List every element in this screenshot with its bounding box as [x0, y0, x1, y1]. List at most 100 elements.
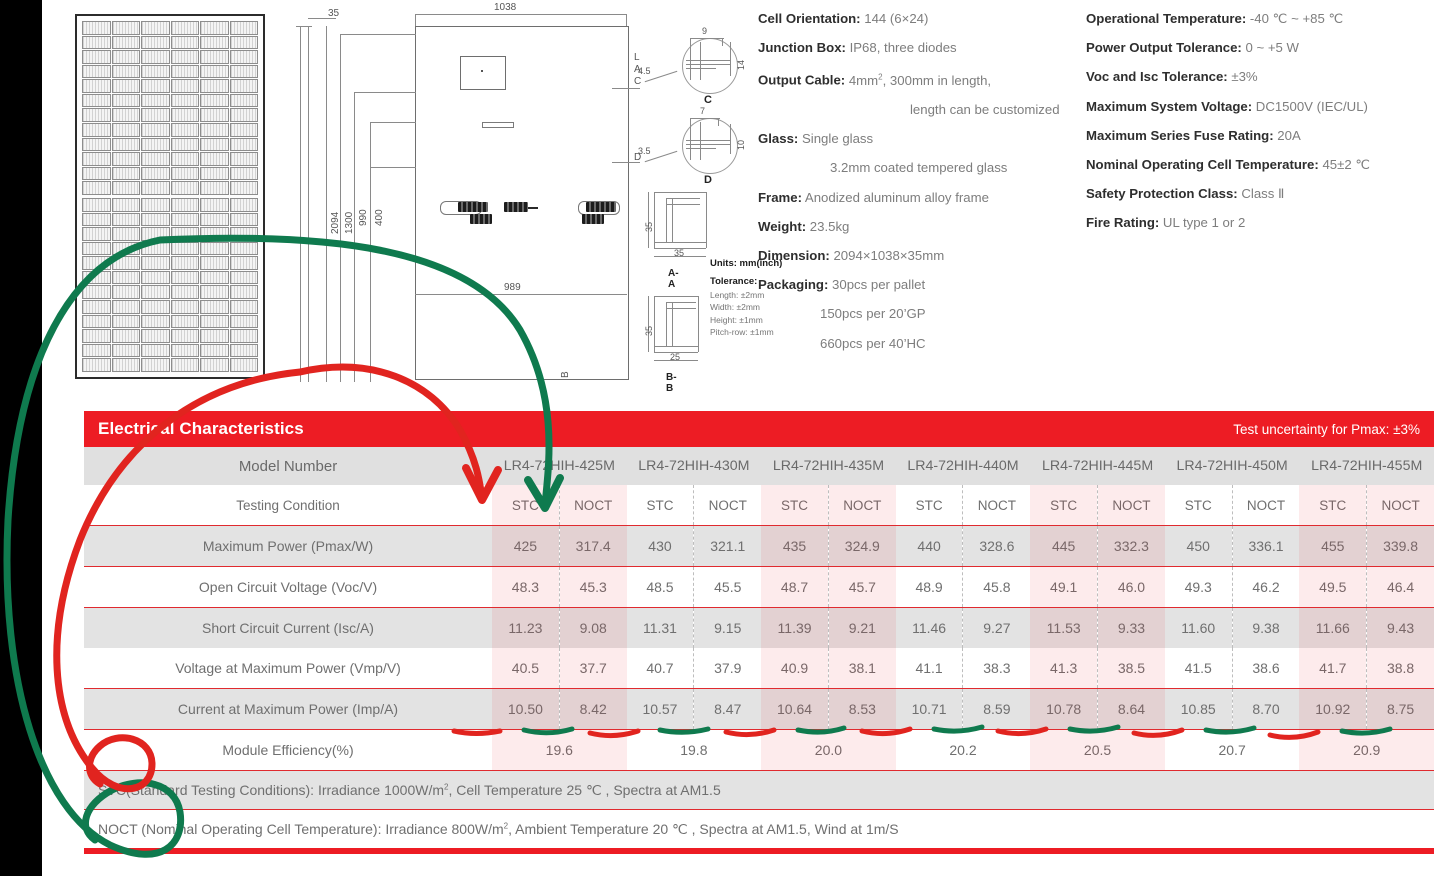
panel-cell — [229, 314, 258, 329]
module-efficiency-cell: 20.7 — [1164, 729, 1300, 771]
testing-condition-cell: NOCT — [1097, 485, 1166, 526]
panel-cell — [141, 358, 170, 372]
panel-cell — [229, 35, 258, 50]
table-cell: 38.8 — [1366, 648, 1434, 689]
table-cell: 10.71 — [895, 688, 963, 730]
table-cell: 450 — [1164, 525, 1233, 567]
spec-value: 2094×1038×35mm — [829, 248, 945, 264]
product-drawing-area: 35 1038 2094 1300 990 400 — [42, 0, 1434, 400]
panel-cell — [229, 212, 258, 227]
panel-cell — [82, 50, 111, 64]
panel-cell — [82, 137, 111, 152]
panel-cell — [170, 329, 199, 343]
table-cell: 49.3 — [1164, 566, 1233, 608]
tolerance-length: Length: ±2mm — [710, 290, 765, 300]
table-cell: 8.42 — [558, 688, 628, 730]
spec-label: Safety Protection Class: — [1086, 186, 1238, 202]
spec-value: -40 ℃ ~ +85 ℃ — [1246, 11, 1344, 26]
connector-right — [572, 200, 638, 224]
panel-cell — [170, 198, 199, 212]
panel-cell — [170, 270, 199, 285]
section-bb-label: B-B — [666, 372, 677, 394]
spec-line: Nominal Operating Cell Temperature: 45±2… — [1086, 150, 1434, 179]
spec-line: Junction Box: IP68, three diodes — [758, 33, 1088, 62]
spec-table: Model Number LR4-72HIH-425M LR4-72HIH-430M… — [84, 447, 1434, 848]
table-cell: 40.7 — [626, 648, 694, 689]
spec-label: Packaging: — [758, 277, 829, 293]
panel-cell — [229, 241, 258, 256]
panel-cell — [200, 285, 229, 300]
testing-condition-cell: STC — [1299, 485, 1367, 526]
table-cell: 8.75 — [1366, 688, 1434, 730]
electrical-characteristics-table: Electrical Characteristics Test uncertai… — [84, 411, 1434, 854]
panel-cell-column — [141, 198, 170, 372]
cad-drawing: 35 1038 2094 1300 990 400 — [282, 2, 842, 394]
panel-cell — [200, 241, 229, 256]
panel-cell — [170, 181, 199, 195]
panel-cell — [229, 181, 258, 195]
panel-cell — [82, 198, 111, 212]
table-header-bar: Electrical Characteristics Test uncertai… — [84, 411, 1434, 447]
testing-condition-cell: STC — [626, 485, 694, 526]
panel-cell — [111, 227, 140, 241]
model-number-cell: LR4-72HIH-445M — [1030, 447, 1165, 485]
panel-cell-column — [170, 21, 199, 195]
panel-cell — [200, 212, 229, 227]
spec-line: Weight: 23.5kg — [758, 212, 1088, 241]
junction-box-outline — [460, 56, 506, 90]
table-cell: 40.9 — [761, 648, 829, 689]
panel-cell — [82, 329, 111, 343]
spec-label: Dimension: — [758, 248, 830, 264]
table-row: Open Circuit Voltage (Voc/V) 48.3 45.3 48.5… — [84, 566, 1434, 608]
spec-label: Output Cable: — [758, 72, 846, 88]
tolerance-width: Width: ±2mm — [710, 302, 761, 313]
table-cell: 45.8 — [962, 566, 1031, 608]
table-note-row: NOCT (Nominal Operating Cell Temperature… — [84, 809, 1434, 848]
table-cell: 11.31 — [626, 607, 694, 648]
panel-cell — [200, 256, 229, 270]
panel-cell — [111, 93, 140, 108]
panel-cell — [82, 21, 111, 35]
panel-cell — [111, 21, 140, 35]
panel-cell — [229, 300, 258, 314]
testing-condition-cell: STC — [895, 485, 963, 526]
panel-cell — [170, 343, 199, 358]
panel-cell-half — [82, 198, 258, 372]
panel-cell — [170, 285, 199, 300]
model-number-cell: LR4-72HIH-440M — [895, 447, 1031, 485]
panel-cell — [170, 79, 199, 93]
panel-cell — [111, 137, 140, 152]
table-cell: 8.47 — [693, 688, 762, 730]
panel-cell — [200, 108, 229, 123]
table-cell: 38.3 — [962, 648, 1031, 689]
label-slot — [482, 122, 514, 128]
testing-condition-cell: STC — [1030, 485, 1098, 526]
table-cell: 8.53 — [827, 688, 897, 730]
panel-cell — [229, 50, 258, 64]
table-cell: 435 — [761, 525, 829, 567]
mark-A: A — [634, 64, 641, 75]
spec-line: Maximum Series Fuse Rating: 20A — [1086, 121, 1434, 150]
model-number-cell: LR4-72HIH-455M — [1299, 447, 1434, 485]
panel-cell — [141, 343, 170, 358]
spec-line: 150pcs per 20’GP — [758, 299, 1088, 328]
panel-cell — [170, 108, 199, 123]
spec-value: 20A — [1273, 127, 1301, 143]
panel-cell — [229, 21, 258, 35]
section-aa-height: 35 — [644, 221, 654, 232]
panel-cell — [200, 50, 229, 64]
model-number-cell: LR4-72HIH-450M — [1164, 447, 1300, 485]
spec-label: Cell Orientation: — [758, 11, 861, 26]
spec-value: DC1500V (IEC/UL) — [1252, 98, 1368, 114]
table-cell: 46.2 — [1231, 566, 1300, 608]
panel-cell — [82, 285, 111, 300]
mark-B: B — [560, 371, 571, 378]
connector-center — [504, 200, 544, 214]
panel-cell — [141, 35, 170, 50]
detail-d-label: D — [704, 174, 712, 186]
spec-value: 4mm2, 300mm in length, — [845, 72, 992, 88]
module-efficiency-cell: 20.0 — [761, 729, 896, 771]
panel-cell — [200, 93, 229, 108]
panel-cell — [82, 181, 111, 195]
testing-condition-row: Testing Condition STC NOCT STC NOCT STC NOCT ST… — [84, 485, 1434, 526]
